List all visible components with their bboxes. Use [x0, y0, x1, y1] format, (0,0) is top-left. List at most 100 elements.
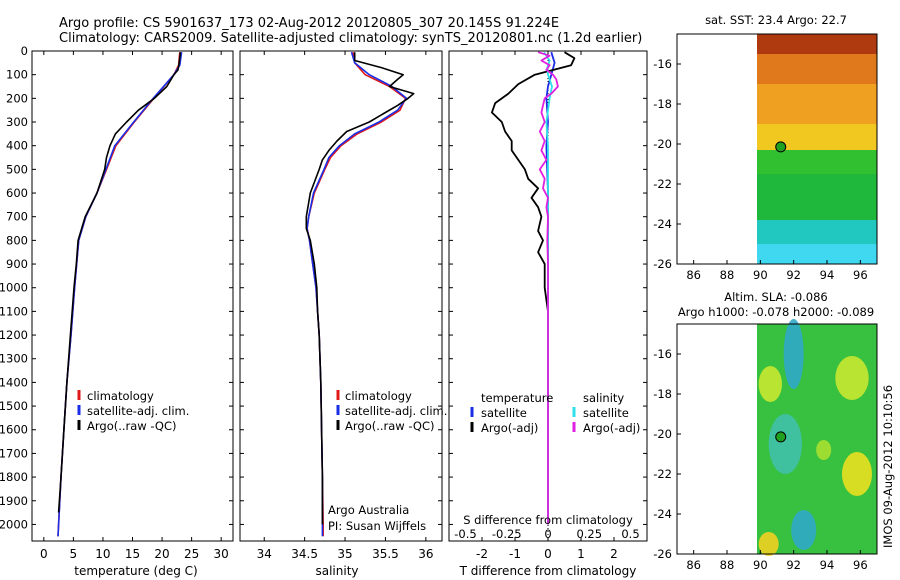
longitude-tick-label: 86 — [686, 268, 701, 282]
longitude-tick-label: 88 — [720, 268, 735, 282]
latitude-tick-label: -24 — [653, 507, 672, 521]
longitude-tick-label: 88 — [720, 558, 735, 572]
latitude-tick-label: -22 — [653, 177, 672, 191]
latitude-tick-label: -26 — [653, 257, 672, 271]
difference-lines — [490, 51, 576, 525]
sst-map-ticks: 86 88 90 92 94 96 -16 -18 -20 -22 -24 -26 — [653, 57, 867, 282]
principal-investigator-label: PI: Susan Wijffels — [328, 519, 426, 533]
sla-anomaly-patch — [816, 440, 832, 460]
difference-profile-panel: -2 -1 0 1 2 -0.5 -0.25 0 0.25 0.5 temperature sali… — [448, 50, 648, 578]
sla-colour-field — [757, 319, 877, 556]
depth-tick-label: 1800 — [0, 470, 28, 484]
temperature-tick-label: 20 — [154, 547, 169, 561]
depth-tick-label: 900 — [6, 257, 28, 271]
latitude-tick-label: -18 — [653, 97, 672, 111]
sst-colour-band — [757, 244, 877, 264]
longitude-tick-label: 92 — [786, 558, 801, 572]
temperature-tick-label: 15 — [125, 547, 140, 561]
sst-colour-band — [757, 54, 877, 84]
sla-anomaly-patch — [758, 532, 779, 556]
difference-tick-label: -1 — [509, 547, 521, 561]
header-line-2: Climatology: CARS2009. Satellite-adjuste… — [59, 31, 642, 46]
longitude-tick-label: 96 — [853, 268, 868, 282]
imos-timestamp: IMOS 09-Aug-2012 10:10:56 — [881, 385, 895, 548]
sla-anomaly-patch — [835, 356, 869, 400]
salinity-axis-ticks: 34 34.5 35 35.5 36 — [240, 50, 442, 561]
latitude-tick-label: -16 — [653, 347, 672, 361]
sla-anomaly-patch — [783, 319, 804, 389]
latitude-tick-label: -26 — [653, 547, 672, 561]
salinity-tick-label: 35 — [337, 547, 352, 561]
series-line-salinity-argo-adj- — [537, 51, 559, 525]
latitude-tick-label: -18 — [653, 387, 672, 401]
depth-tick-label: 1400 — [0, 375, 28, 389]
depth-tick-label: 1700 — [0, 446, 28, 460]
salinity-lines — [305, 51, 415, 537]
latitude-tick-label: -24 — [653, 217, 672, 231]
longitude-tick-label: 96 — [853, 558, 868, 572]
depth-tick-label: 2000 — [0, 517, 28, 531]
depth-tick-label: 1300 — [0, 352, 28, 366]
sst-map-frame — [676, 33, 878, 265]
temperature-tick-label: 30 — [214, 547, 229, 561]
legend-label: satellite — [583, 406, 629, 420]
latitude-tick-label: -16 — [653, 57, 672, 71]
salinity-difference-tick-label: 0.25 — [576, 527, 602, 541]
longitude-tick-label: 86 — [686, 558, 701, 572]
legend-label: satellite — [481, 406, 527, 420]
legend-label: Argo(-adj) — [481, 421, 538, 435]
longitude-tick-label: 90 — [753, 558, 768, 572]
temperature-tick-label: 10 — [95, 547, 110, 561]
salinity-difference-tick-label: -0.5 — [454, 527, 476, 541]
legend-label: Argo(..raw -QC) — [345, 419, 435, 433]
legend-label: climatology — [345, 389, 412, 403]
temperature-x-label: temperature (deg C) — [74, 564, 197, 578]
salinity-tick-label: 34.5 — [291, 547, 318, 561]
difference-tick-label: 1 — [577, 547, 585, 561]
longitude-tick-label: 90 — [753, 268, 768, 282]
difference-tick-label: 2 — [610, 547, 618, 561]
salinity-difference-tick-label: 0 — [544, 527, 551, 541]
salinity-tick-label: 34 — [257, 547, 272, 561]
header-line-1: Argo profile: CS 5901637_173 02-Aug-2012… — [59, 16, 559, 31]
depth-tick-label: 200 — [6, 91, 28, 105]
legend-label: climatology — [87, 389, 154, 403]
latitude-tick-label: -22 — [653, 467, 672, 481]
sla-anomaly-patch — [768, 414, 802, 474]
difference-legend: temperature salinitysatelliteArgo(-adj)sa… — [470, 391, 640, 435]
sla-float-position-marker — [775, 431, 787, 443]
depth-tick-label: 1500 — [0, 399, 28, 413]
sla-anomaly-patch — [758, 366, 782, 402]
salinity-tick-label: 36 — [418, 547, 433, 561]
depth-tick-label: 700 — [6, 210, 28, 224]
longitude-tick-label: 94 — [820, 268, 835, 282]
salinity-tick-label: 35.5 — [372, 547, 399, 561]
temperature-difference-label: T difference from climatology — [459, 564, 637, 578]
depth-tick-label: 500 — [6, 162, 28, 176]
legend-label: Argo(..raw -QC) — [87, 419, 177, 433]
latitude-tick-label: -20 — [653, 427, 672, 441]
sla-anomaly-patch — [791, 510, 817, 550]
sst-colour-band — [757, 84, 877, 124]
sst-colour-band — [757, 150, 877, 174]
longitude-tick-label: 92 — [786, 268, 801, 282]
temperature-tick-label: 5 — [70, 547, 78, 561]
temperature-profile-panel: 0100200300400500600700800900100011001200… — [0, 44, 234, 578]
sst-float-position-marker — [775, 141, 787, 153]
longitude-tick-label: 94 — [820, 558, 835, 572]
temperature-tick-label: 25 — [184, 547, 199, 561]
depth-tick-label: 1200 — [0, 328, 28, 342]
sla-map-subtitle: Argo h1000: -0.078 h2000: -0.089 — [678, 305, 874, 319]
legend-salinity-title: salinity — [583, 391, 624, 405]
salinity-x-label: salinity — [315, 564, 358, 578]
difference-tick-label: -2 — [476, 547, 488, 561]
latitude-tick-label: -20 — [653, 137, 672, 151]
series-line-argo-raw-qc- — [305, 52, 415, 525]
series-line-climatology — [57, 52, 181, 537]
salinity-profile-panel: 34 34.5 35 35.5 36 climatologysatellite-adj.… — [239, 50, 447, 578]
depth-tick-label: 600 — [6, 186, 28, 200]
series-line-argo-raw-qc- — [57, 52, 182, 513]
